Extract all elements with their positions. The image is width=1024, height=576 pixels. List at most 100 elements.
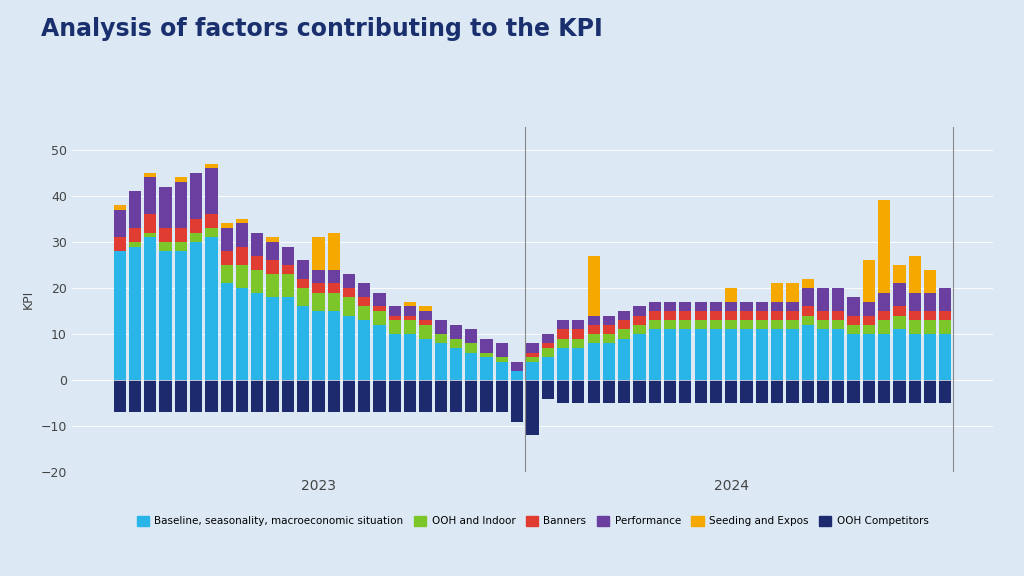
Bar: [908, 256, 921, 293]
Bar: [924, 293, 936, 311]
Bar: [312, 270, 325, 283]
Bar: [404, 306, 417, 316]
Bar: [557, 320, 569, 329]
Bar: [725, 288, 737, 302]
Bar: [634, 380, 645, 403]
Bar: [694, 311, 707, 320]
Bar: [679, 311, 691, 320]
Bar: [694, 380, 707, 403]
Text: 2024: 2024: [714, 479, 749, 493]
Bar: [939, 320, 951, 334]
Bar: [450, 325, 462, 339]
Bar: [557, 329, 569, 339]
Bar: [144, 380, 157, 412]
Bar: [557, 348, 569, 380]
Bar: [480, 353, 493, 357]
Bar: [404, 302, 417, 306]
Bar: [771, 311, 783, 320]
Bar: [908, 293, 921, 311]
Bar: [420, 339, 431, 380]
Bar: [572, 320, 585, 329]
Bar: [572, 329, 585, 339]
Bar: [542, 348, 554, 357]
Bar: [526, 343, 539, 353]
Bar: [588, 380, 600, 403]
Bar: [756, 302, 768, 311]
Bar: [465, 353, 477, 380]
Bar: [786, 329, 799, 380]
Bar: [129, 380, 141, 412]
Bar: [389, 320, 401, 334]
Bar: [848, 325, 860, 334]
Bar: [664, 320, 676, 329]
Bar: [374, 325, 386, 380]
Bar: [404, 316, 417, 320]
Bar: [480, 339, 493, 353]
Bar: [939, 288, 951, 311]
Bar: [710, 329, 722, 380]
Bar: [679, 302, 691, 311]
Bar: [282, 297, 294, 380]
Bar: [358, 320, 371, 380]
Bar: [817, 329, 829, 380]
Bar: [833, 329, 845, 380]
Bar: [190, 380, 203, 412]
Bar: [908, 334, 921, 380]
Bar: [603, 343, 615, 380]
Bar: [465, 343, 477, 353]
Bar: [450, 339, 462, 348]
Bar: [648, 302, 660, 311]
Bar: [374, 306, 386, 311]
Bar: [282, 247, 294, 265]
Bar: [328, 311, 340, 380]
Bar: [802, 288, 814, 306]
Bar: [756, 329, 768, 380]
Bar: [312, 293, 325, 311]
Bar: [557, 339, 569, 348]
Bar: [511, 371, 523, 380]
Bar: [236, 288, 248, 380]
Bar: [862, 302, 874, 316]
Bar: [771, 302, 783, 311]
Bar: [802, 325, 814, 380]
Bar: [343, 288, 355, 297]
Bar: [710, 380, 722, 403]
Bar: [251, 233, 263, 256]
Bar: [114, 251, 126, 380]
Bar: [144, 233, 157, 237]
Bar: [220, 380, 232, 412]
Bar: [420, 380, 431, 412]
Bar: [434, 380, 446, 412]
Bar: [664, 302, 676, 311]
Bar: [756, 380, 768, 403]
Bar: [511, 380, 523, 422]
Bar: [420, 311, 431, 320]
Bar: [648, 380, 660, 403]
Bar: [878, 380, 890, 403]
Bar: [251, 256, 263, 270]
Bar: [603, 325, 615, 334]
Bar: [266, 237, 279, 242]
Bar: [251, 270, 263, 293]
Bar: [740, 380, 753, 403]
Bar: [771, 320, 783, 329]
Bar: [771, 283, 783, 302]
Bar: [618, 320, 631, 329]
Bar: [328, 270, 340, 283]
Bar: [129, 242, 141, 247]
Bar: [266, 242, 279, 260]
Bar: [358, 306, 371, 320]
Bar: [175, 228, 187, 242]
Bar: [175, 380, 187, 412]
Bar: [160, 380, 172, 412]
Bar: [740, 320, 753, 329]
Bar: [786, 302, 799, 311]
Bar: [725, 311, 737, 320]
Bar: [694, 302, 707, 311]
Bar: [572, 348, 585, 380]
Bar: [756, 320, 768, 329]
Bar: [312, 311, 325, 380]
Bar: [588, 256, 600, 316]
Bar: [144, 173, 157, 177]
Bar: [679, 320, 691, 329]
